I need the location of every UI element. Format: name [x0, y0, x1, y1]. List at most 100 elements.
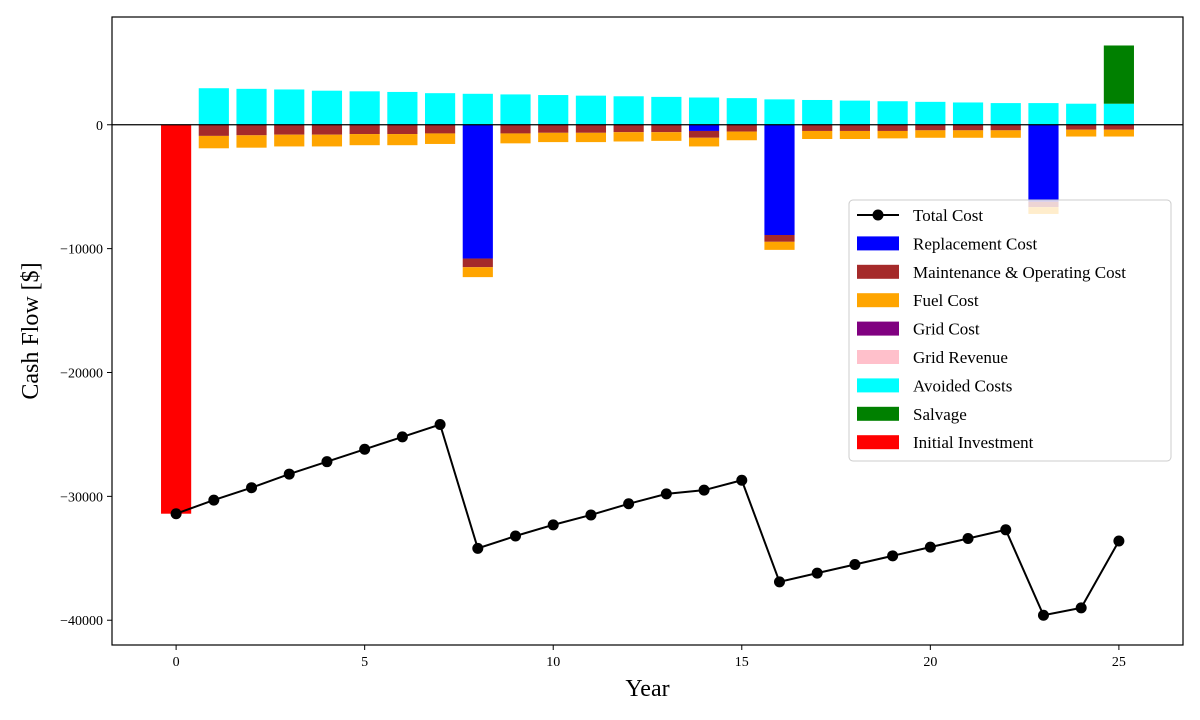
- bar-fuel-cost-year-18: [839, 130, 870, 140]
- total-cost-point-year-19: [887, 550, 899, 562]
- total-cost-point-year-25: [1113, 535, 1125, 547]
- bar-maintenance-and-operating-cost-year-8: [462, 258, 493, 268]
- bar-fuel-cost-year-2: [236, 135, 267, 148]
- bar-maintenance-and-operating-cost-year-15: [726, 124, 757, 132]
- bar-maintenance-and-operating-cost-year-14: [688, 130, 720, 138]
- bar-maintenance-and-operating-cost-year-12: [613, 124, 644, 133]
- total-cost-line-layer: [170, 419, 1125, 621]
- bar-replacement-cost-year-14: [688, 124, 720, 131]
- bar-fuel-cost-year-7: [425, 133, 456, 144]
- legend-label-replacement-cost: Replacement Cost: [913, 234, 1037, 253]
- bar-maintenance-and-operating-cost-year-7: [425, 124, 456, 134]
- bar-replacement-cost-year-8: [462, 124, 493, 259]
- x-tick-label: 20: [923, 655, 937, 670]
- total-cost-point-year-2: [246, 482, 258, 494]
- y-axis-label: Cash Flow [$]: [18, 262, 44, 399]
- bar-fuel-cost-year-12: [613, 132, 644, 142]
- y-tick-label: −40000: [60, 614, 103, 629]
- legend-swatch-grid-revenue: [857, 350, 899, 364]
- bar-maintenance-and-operating-cost-year-3: [274, 124, 305, 135]
- bar-fuel-cost-year-24: [1066, 129, 1097, 137]
- bar-maintenance-and-operating-cost-year-13: [651, 124, 682, 133]
- bar-avoided-costs-year-11: [575, 95, 607, 125]
- legend-box: [848, 199, 1172, 462]
- bar-fuel-cost-year-13: [651, 132, 682, 141]
- bar-fuel-cost-year-15: [726, 131, 757, 141]
- bar-avoided-costs-year-12: [613, 96, 644, 125]
- x-tick-label: 10: [546, 655, 560, 670]
- total-cost-point-year-15: [736, 474, 748, 486]
- bar-maintenance-and-operating-cost-year-22: [990, 124, 1021, 131]
- bar-avoided-costs-year-16: [764, 99, 795, 125]
- total-cost-line: [175, 423, 1120, 617]
- axis-ticks: 0 5 10 15 20 25 −40000 −30000 −20000 −10000 0: [60, 119, 1126, 670]
- total-cost-point-year-9: [510, 530, 522, 542]
- bar-avoided-costs-year-20: [915, 101, 946, 125]
- total-cost-point-year-23: [1037, 609, 1049, 621]
- total-cost-point-year-16: [773, 576, 785, 588]
- legend-label-salvage: Salvage: [913, 405, 967, 424]
- x-tick-label: 0: [173, 655, 180, 670]
- bar-avoided-costs-year-14: [688, 97, 720, 125]
- bar-salvage-year-25: [1103, 45, 1134, 104]
- bar-avoided-costs-year-3: [274, 89, 305, 125]
- bar-maintenance-and-operating-cost-year-1: [198, 124, 229, 136]
- total-cost-point-year-10: [547, 519, 559, 531]
- bar-fuel-cost-year-4: [311, 134, 343, 147]
- total-cost-point-year-21: [962, 532, 974, 544]
- total-cost-point-year-17: [811, 567, 823, 579]
- legend-label-maintenance-and-operating-cost: Maintenance & Operating Cost: [913, 263, 1126, 282]
- bar-avoided-costs-year-6: [387, 91, 418, 125]
- bar-fuel-cost-year-21: [952, 130, 984, 138]
- bar-avoided-costs-year-5: [349, 91, 380, 125]
- bar-avoided-costs-year-18: [839, 100, 870, 125]
- bar-fuel-cost-year-19: [877, 130, 908, 139]
- plot-frame: [111, 16, 1184, 646]
- bar-maintenance-and-operating-cost-year-25: [1103, 124, 1134, 130]
- bar-layer: [161, 45, 1134, 514]
- bar-fuel-cost-year-11: [575, 132, 607, 143]
- total-cost-point-year-1: [208, 494, 220, 506]
- total-cost-point-year-22: [1000, 524, 1012, 536]
- bar-maintenance-and-operating-cost-year-2: [236, 124, 267, 136]
- bar-fuel-cost-year-8: [462, 267, 493, 278]
- total-cost-point-year-8: [472, 542, 484, 554]
- bar-avoided-costs-year-15: [726, 98, 757, 125]
- total-cost-point-year-6: [396, 431, 408, 443]
- bar-fuel-cost-year-3: [274, 134, 305, 147]
- bar-avoided-costs-year-24: [1066, 103, 1097, 125]
- bar-avoided-costs-year-23: [1028, 103, 1059, 125]
- bar-maintenance-and-operating-cost-year-6: [387, 124, 418, 135]
- bar-avoided-costs-year-19: [877, 101, 908, 125]
- bar-fuel-cost-year-22: [990, 130, 1021, 138]
- total-cost-point-year-0: [170, 508, 182, 520]
- bar-avoided-costs-year-13: [651, 96, 682, 125]
- x-axis-label: Year: [625, 676, 669, 702]
- bar-avoided-costs-year-8: [462, 93, 493, 125]
- bar-avoided-costs-year-9: [500, 94, 531, 125]
- legend-swatch-replacement-cost: [857, 236, 899, 251]
- bar-avoided-costs-year-25: [1103, 103, 1134, 125]
- total-cost-point-year-5: [359, 443, 371, 455]
- bar-fuel-cost-year-25: [1103, 129, 1134, 137]
- legend-label-total-cost: Total Cost: [913, 206, 983, 225]
- total-cost-point-year-18: [849, 558, 861, 570]
- y-tick-label: −30000: [60, 490, 103, 505]
- legend: Total Cost Replacement Cost Maintenance & …: [848, 199, 1172, 462]
- bar-fuel-cost-year-20: [915, 130, 946, 138]
- bar-replacement-cost-year-16: [764, 124, 795, 236]
- y-tick-label: 0: [96, 119, 103, 134]
- total-cost-point-year-14: [698, 484, 710, 496]
- bar-fuel-cost-year-16: [764, 241, 795, 250]
- bar-maintenance-and-operating-cost-year-4: [311, 124, 343, 135]
- bar-fuel-cost-year-9: [500, 133, 531, 144]
- y-tick-label: −10000: [60, 243, 103, 258]
- x-tick-label: 5: [361, 655, 368, 670]
- bar-avoided-costs-year-22: [990, 103, 1021, 125]
- bar-avoided-costs-year-21: [952, 102, 984, 125]
- bar-maintenance-and-operating-cost-year-5: [349, 124, 380, 135]
- bar-avoided-costs-year-1: [198, 88, 229, 125]
- bar-avoided-costs-year-2: [236, 88, 267, 125]
- legend-marker-total-cost: [872, 209, 884, 221]
- bar-maintenance-and-operating-cost-year-10: [538, 124, 569, 133]
